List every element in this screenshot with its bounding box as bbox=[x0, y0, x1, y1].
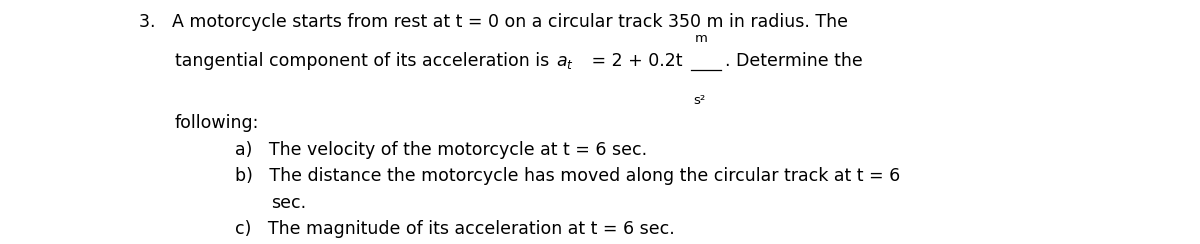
Text: sec.: sec. bbox=[271, 194, 306, 212]
Text: $a_t$: $a_t$ bbox=[556, 53, 574, 71]
Text: 3.   A motorcycle starts from rest at t = 0 on a circular track 350 m in radius.: 3. A motorcycle starts from rest at t = … bbox=[139, 13, 848, 31]
Text: following:: following: bbox=[175, 114, 259, 132]
Text: a)   The velocity of the motorcycle at t = 6 sec.: a) The velocity of the motorcycle at t =… bbox=[235, 141, 647, 159]
Text: . Determine the: . Determine the bbox=[725, 52, 863, 70]
Text: = 2 + 0.2t: = 2 + 0.2t bbox=[586, 52, 688, 70]
Text: b)   The distance the motorcycle has moved along the circular track at t = 6: b) The distance the motorcycle has moved… bbox=[235, 167, 900, 185]
Text: s²: s² bbox=[694, 94, 706, 107]
Text: c)   The magnitude of its acceleration at t = 6 sec.: c) The magnitude of its acceleration at … bbox=[235, 220, 674, 238]
Text: tangential component of its acceleration is: tangential component of its acceleration… bbox=[175, 52, 554, 70]
Text: m: m bbox=[695, 32, 708, 45]
